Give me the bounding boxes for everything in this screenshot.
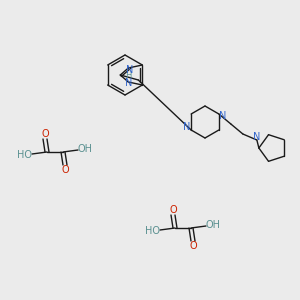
Text: O: O: [61, 165, 69, 175]
Text: O: O: [169, 205, 177, 215]
Text: N: N: [253, 132, 260, 142]
Text: O: O: [189, 241, 197, 251]
Text: N: N: [124, 78, 132, 88]
Text: HO: HO: [146, 226, 160, 236]
Text: N: N: [219, 111, 226, 121]
Text: H: H: [125, 70, 131, 80]
Text: OH: OH: [206, 220, 220, 230]
Text: N: N: [184, 122, 191, 132]
Text: N: N: [126, 65, 133, 75]
Text: O: O: [41, 129, 49, 139]
Text: HO: HO: [17, 150, 32, 160]
Text: OH: OH: [77, 144, 92, 154]
